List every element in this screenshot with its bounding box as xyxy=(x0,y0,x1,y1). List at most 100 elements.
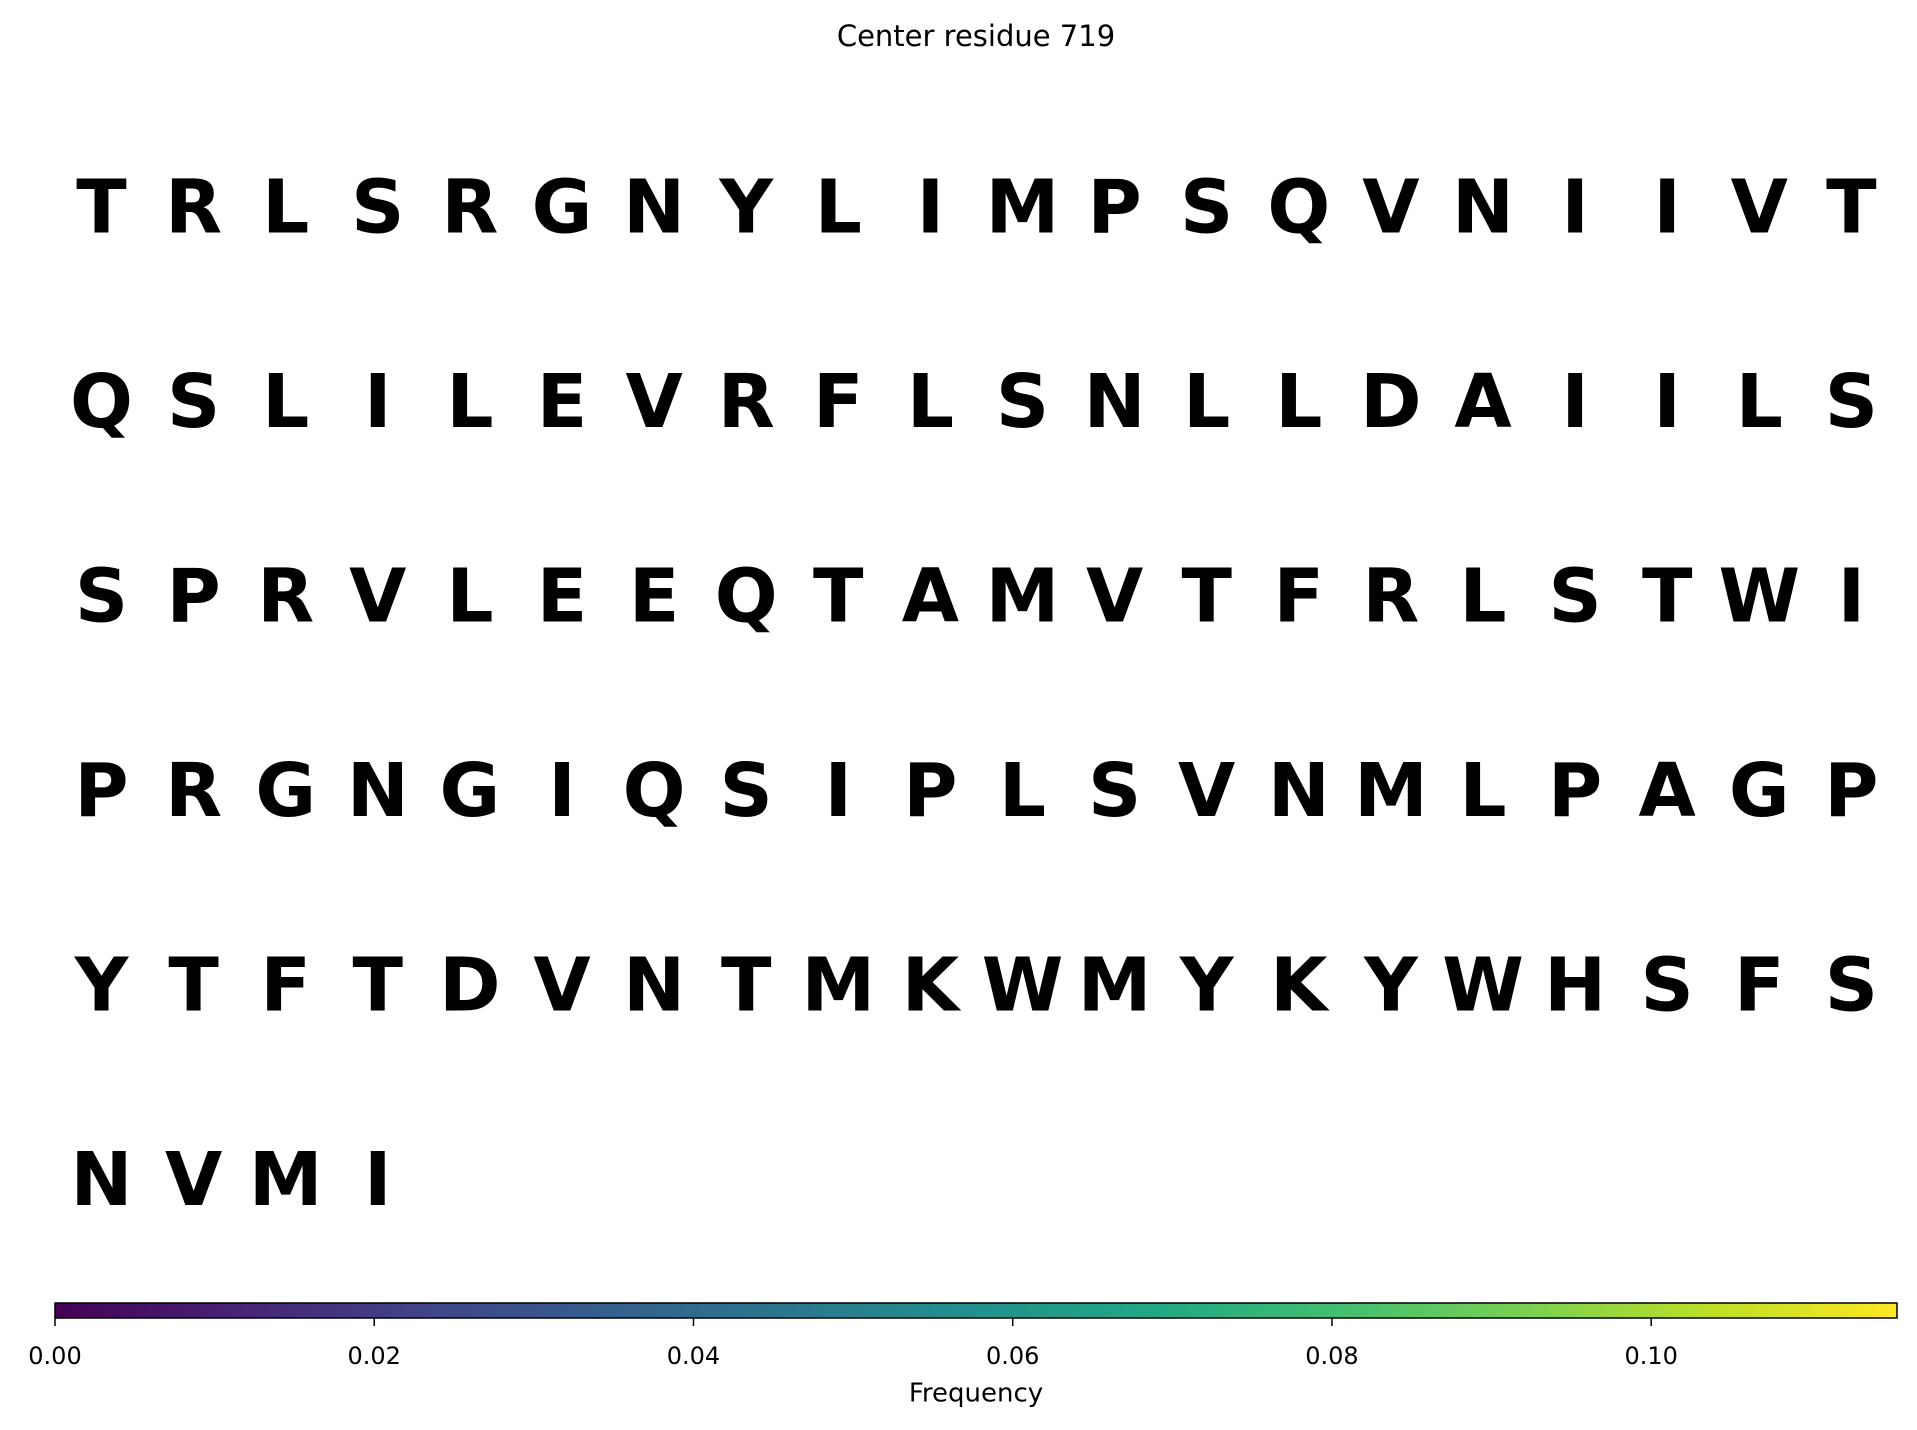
x-axis-label: Frequency xyxy=(909,1379,1043,1409)
residue: D xyxy=(439,943,500,1029)
residue: N xyxy=(623,943,685,1029)
residue: T xyxy=(1642,554,1693,640)
residue: E xyxy=(537,359,588,445)
residue: F xyxy=(260,943,311,1029)
residue: L xyxy=(815,165,862,251)
x-tick-label: 0.02 xyxy=(348,1342,401,1370)
residue: V xyxy=(1178,748,1235,834)
residue: T xyxy=(1181,554,1232,640)
x-tick-label: 0.06 xyxy=(986,1342,1039,1370)
residue: N xyxy=(1452,165,1514,251)
residue: I xyxy=(917,165,945,251)
residue: I xyxy=(1653,359,1681,445)
residue: N xyxy=(71,1137,133,1223)
residue: P xyxy=(1548,748,1602,834)
residue: R xyxy=(441,165,498,251)
residue: M xyxy=(249,1137,323,1223)
residue: A xyxy=(1454,359,1511,445)
residue: S xyxy=(996,359,1049,445)
residue: I xyxy=(1561,359,1589,445)
residue: K xyxy=(902,943,962,1029)
residue: L xyxy=(1459,554,1506,640)
residue: Q xyxy=(1267,165,1330,251)
residue: G xyxy=(532,165,593,251)
residue: V xyxy=(165,1137,222,1223)
residue: S xyxy=(720,748,773,834)
x-tick-label: 0.04 xyxy=(667,1342,720,1370)
residue: Q xyxy=(715,554,778,640)
residue: I xyxy=(825,748,853,834)
residue: G xyxy=(255,748,316,834)
residue: P xyxy=(74,748,128,834)
residue: I xyxy=(1653,165,1681,251)
residue: G xyxy=(1729,748,1790,834)
residue: L xyxy=(446,554,493,640)
residue: F xyxy=(1734,943,1785,1029)
residue: R xyxy=(257,554,314,640)
residue: L xyxy=(262,165,309,251)
residue: T xyxy=(721,943,772,1029)
x-tick-label: 0.10 xyxy=(1624,1342,1677,1370)
residue: D xyxy=(1360,359,1421,445)
residue: V xyxy=(1731,165,1788,251)
residue: L xyxy=(446,359,493,445)
residue: T xyxy=(1826,165,1877,251)
residue: V xyxy=(349,554,406,640)
residue: S xyxy=(1825,943,1878,1029)
residue: I xyxy=(1838,554,1866,640)
residue: T xyxy=(76,165,127,251)
residue: P xyxy=(1087,165,1141,251)
residue: I xyxy=(548,748,576,834)
residue: E xyxy=(629,554,680,640)
residue: S xyxy=(1180,165,1233,251)
residue: M xyxy=(986,165,1060,251)
residue: R xyxy=(165,748,222,834)
residue: M xyxy=(801,943,875,1029)
colorbar xyxy=(54,1302,1898,1319)
residue: P xyxy=(1824,748,1878,834)
residue: N xyxy=(347,748,409,834)
residue: S xyxy=(1825,359,1878,445)
residue: K xyxy=(1270,943,1330,1029)
residue: V xyxy=(1086,554,1143,640)
residue: S xyxy=(1641,943,1694,1029)
residue: S xyxy=(1548,554,1601,640)
residue: R xyxy=(718,359,775,445)
residue: Q xyxy=(70,359,133,445)
residue: G xyxy=(440,748,501,834)
x-tick-label: 0.08 xyxy=(1305,1342,1358,1370)
residue: P xyxy=(166,554,220,640)
residue: W xyxy=(982,943,1064,1029)
residue: E xyxy=(537,554,588,640)
residue: Q xyxy=(623,748,686,834)
residue: R xyxy=(165,165,222,251)
residue: V xyxy=(625,359,682,445)
residue: W xyxy=(1718,554,1800,640)
residue: S xyxy=(167,359,220,445)
residue: Y xyxy=(718,165,774,251)
residue: F xyxy=(1274,554,1325,640)
residue: L xyxy=(907,359,954,445)
residue: S xyxy=(1088,748,1141,834)
residue: W xyxy=(1442,943,1524,1029)
residue: I xyxy=(1561,165,1589,251)
residue: N xyxy=(623,165,685,251)
residue: L xyxy=(1459,748,1506,834)
residue: Y xyxy=(1179,943,1235,1029)
residue: I xyxy=(364,359,392,445)
residue: L xyxy=(1275,359,1322,445)
residue: N xyxy=(1268,748,1330,834)
residue: A xyxy=(902,554,959,640)
residue: R xyxy=(1362,554,1419,640)
residue: L xyxy=(1183,359,1230,445)
residue: Y xyxy=(74,943,130,1029)
residue: A xyxy=(1639,748,1696,834)
residue: T xyxy=(353,943,404,1029)
residue: F xyxy=(813,359,864,445)
residue: Y xyxy=(1363,943,1419,1029)
residue: L xyxy=(1736,359,1783,445)
residue: V xyxy=(533,943,590,1029)
residue: V xyxy=(1362,165,1419,251)
residue: P xyxy=(903,748,957,834)
